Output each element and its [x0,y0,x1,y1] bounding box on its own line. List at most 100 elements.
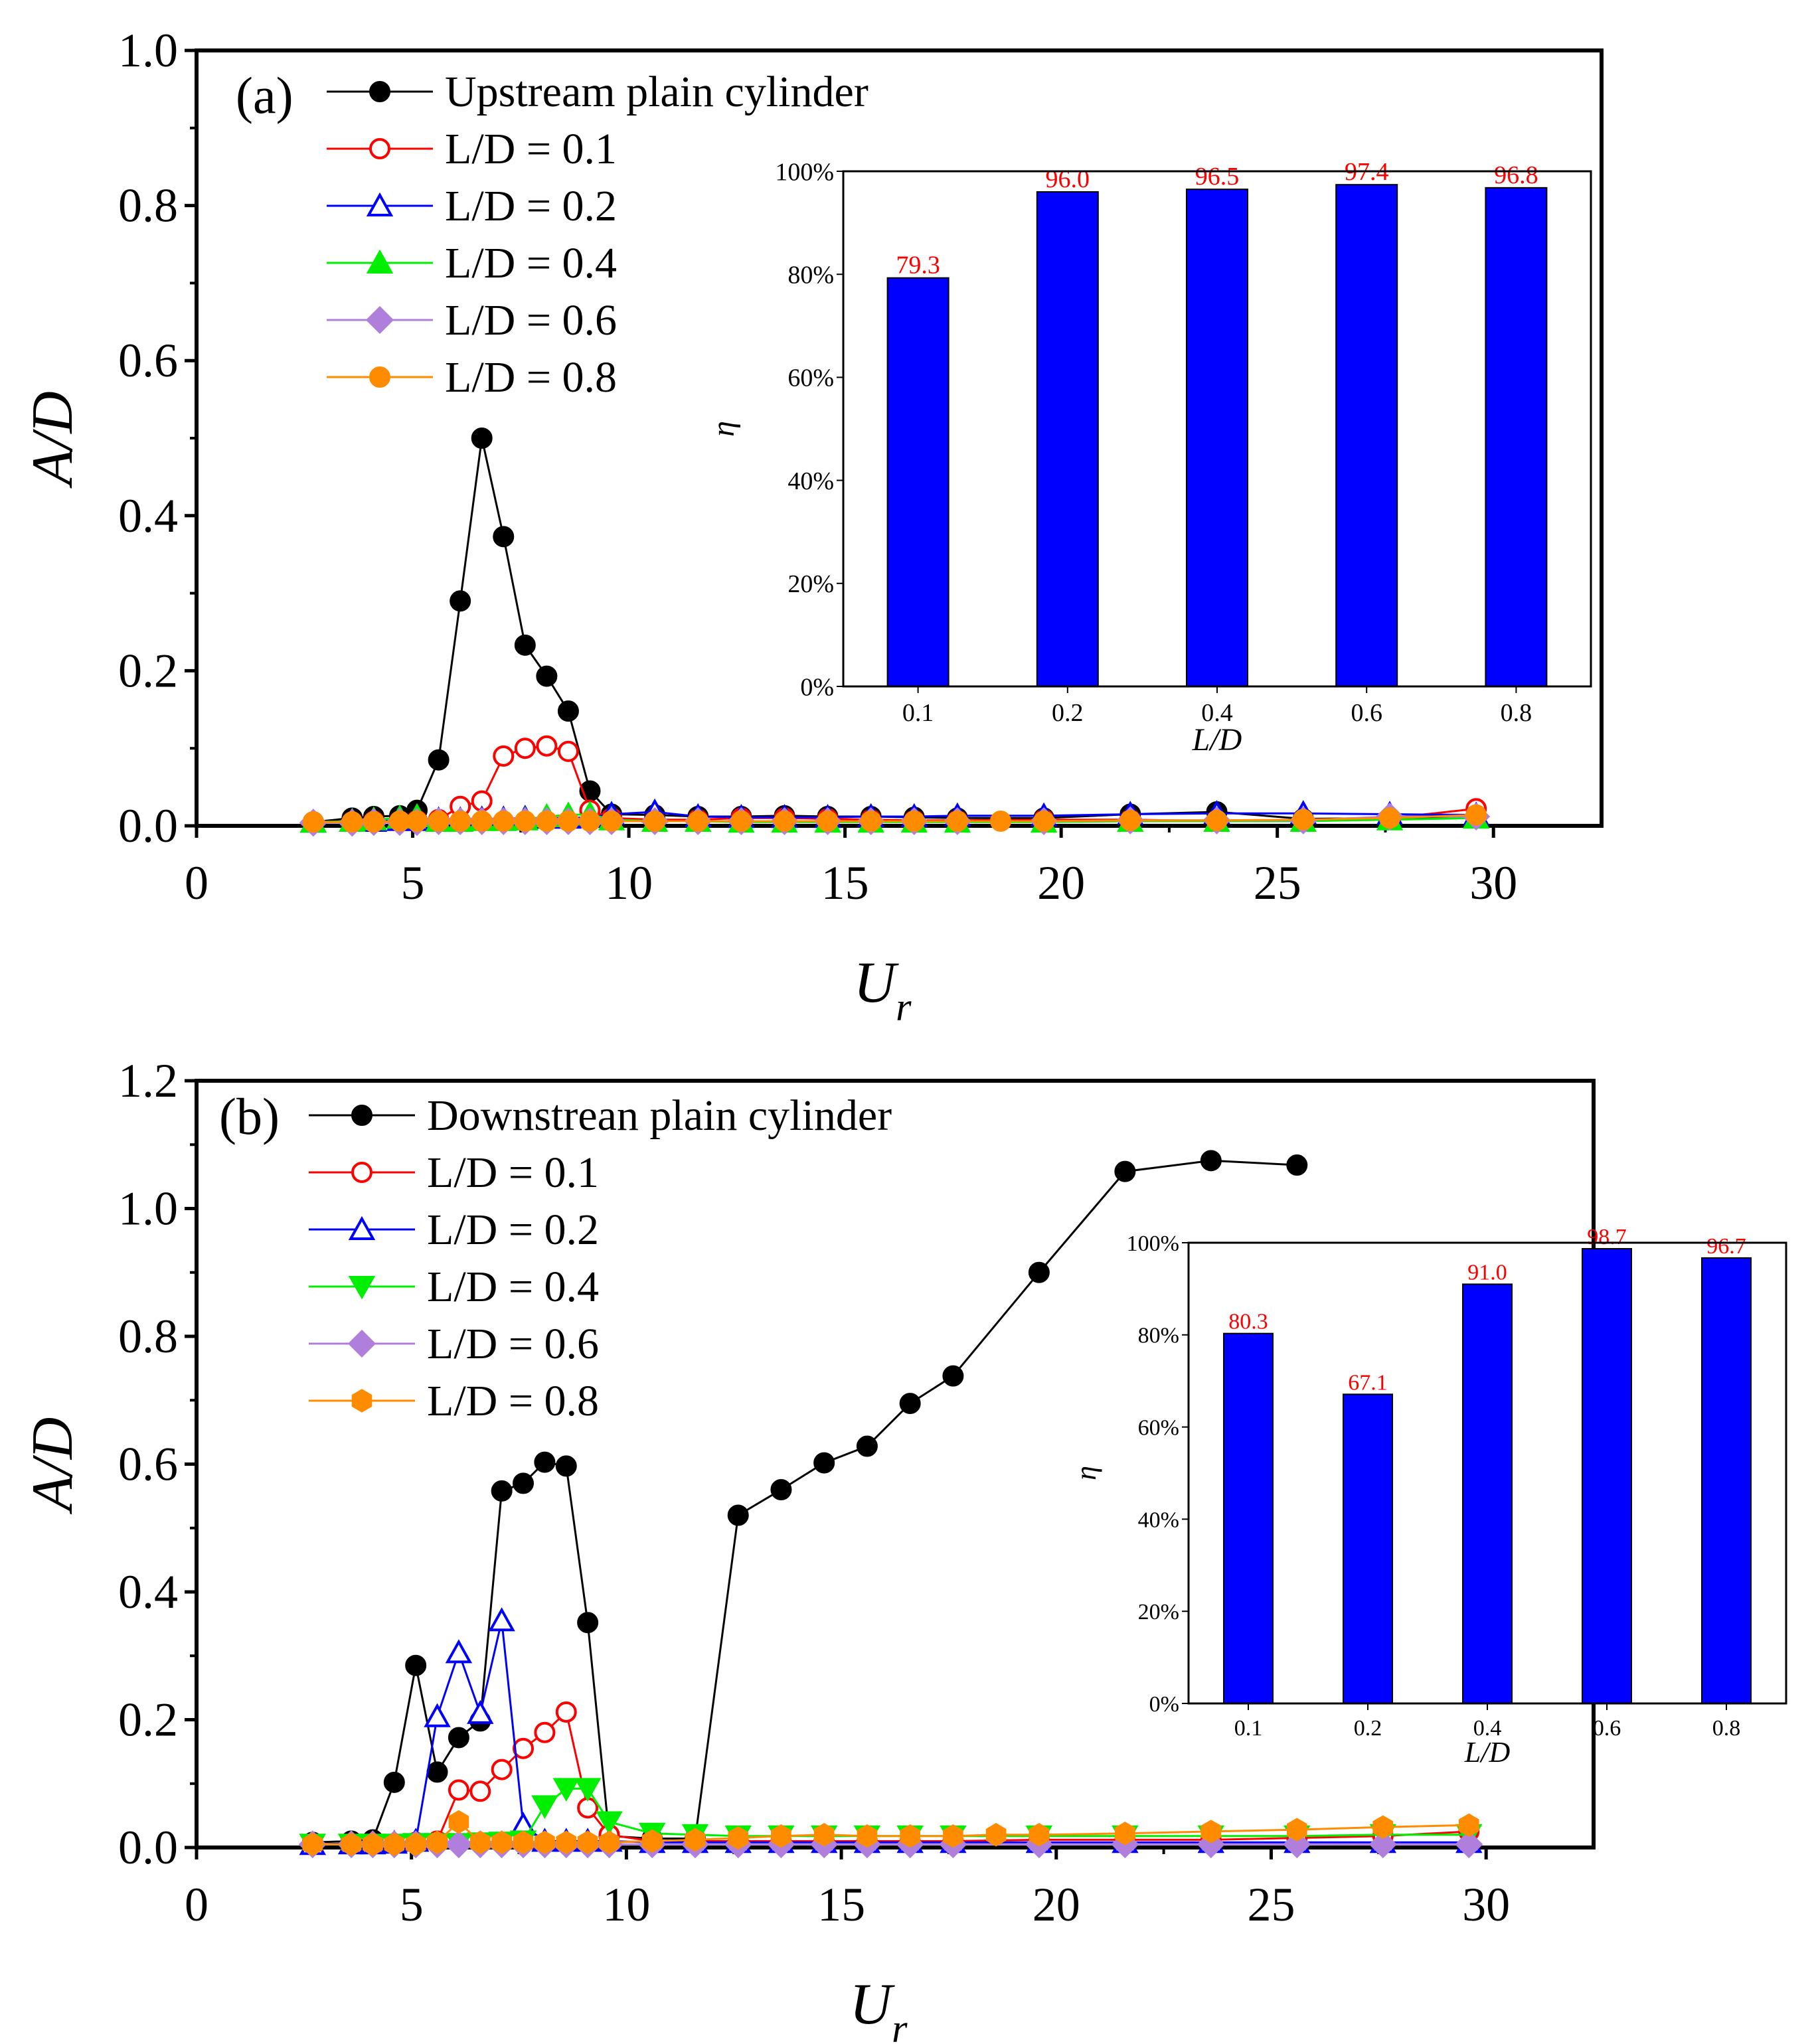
legend-entry-ld08: L/D = 0.8 [445,353,617,402]
data-point-ld08 [990,810,1012,832]
data-point-ld06 [1368,1830,1397,1859]
data-point-plain [1114,1160,1136,1182]
data-point-ld01 [557,740,579,762]
data-point-ld01 [448,1779,469,1801]
panel-a: 0 5 10 15 20 25 30 0.0 0.2 0.4 0.6 0.8 1.0 Ur A/D (a) Up… [21,24,1604,1029]
data-point-ld08 [728,1826,748,1850]
legend-entry-ld06: L/D = 0.6 [445,296,617,345]
inset-bar-value-label: 91.0 [1467,1260,1507,1285]
data-point-plain [942,1365,964,1387]
legend-entry-ld04: L/D = 0.4 [427,1263,599,1311]
data-point-ld08 [1119,809,1141,831]
data-point-plain [428,749,450,771]
data-point-ld08 [1033,810,1055,832]
inset-bar-value-label: 79.3 [896,252,940,279]
legend-entry-plain: Upstream plain cylinder [445,68,868,116]
data-point-ld08 [428,810,450,832]
data-point-ld08 [1287,1818,1307,1842]
data-point-ld06 [1455,1830,1483,1859]
data-point-ld08 [813,1822,835,1847]
x-tick-label: 15 [817,1878,865,1931]
inset-bar-value-label: 67.1 [1348,1370,1388,1395]
data-point-ld08 [946,810,968,832]
data-point-ld08 [556,1830,577,1855]
x-axis-label: Ur [854,951,912,1029]
data-point-ld08 [599,1830,620,1855]
legend-entry-ld06: L/D = 0.6 [427,1320,599,1368]
legend-marker-ld08 [351,1389,372,1413]
inset-x-tick-label: 0.2 [1354,1716,1382,1741]
legend-entry-ld04: L/D = 0.4 [445,239,617,287]
inset-bar-chart: 79.30.196.00.296.50.497.40.696.80.80%20%… [706,158,1592,757]
inset-y-tick-label: 60% [1138,1416,1179,1441]
inset-bar-0.6 [1582,1248,1632,1704]
data-point-ld08 [557,810,579,832]
data-point-ld08 [513,1830,534,1855]
x-tick-label: 5 [400,1878,424,1931]
inset-bar-value-label: 96.5 [1195,163,1240,191]
inset-bar-value-label: 96.8 [1494,161,1538,189]
data-point-plain [1286,1154,1308,1176]
data-point-ld08 [1292,809,1314,830]
data-point-ld08 [1206,809,1228,831]
inset-x-axis-label: L/D [1464,1736,1511,1769]
data-point-plain [493,526,515,548]
data-point-plain [514,634,536,656]
data-point-ld08 [384,1832,405,1856]
x-axis-label: Ur [850,1972,908,2044]
data-point-ld08 [341,1832,362,1856]
data-point-plain [405,1654,427,1676]
y-tick-label: 0.6 [118,1438,178,1491]
data-point-plain [383,1771,405,1793]
x-tick-label: 0 [185,1878,208,1931]
y-axis-label: A/D [21,391,85,489]
data-point-ld08 [1115,1822,1135,1846]
data-point-ld08 [943,1824,963,1848]
inset-bar-0.8 [1485,187,1548,688]
inset-y-tick-label: 20% [787,570,834,598]
legend-marker-ld01 [351,1162,372,1183]
y-tick-label: 0.0 [118,1821,178,1874]
data-point-ld08 [771,1824,791,1848]
inset-x-tick-label: 0.1 [902,699,934,727]
x-tick-label: 30 [1462,1878,1510,1931]
data-point-plain [491,1480,513,1502]
legend-marker-ld01 [369,138,390,159]
data-point-plain [899,1393,921,1415]
inset-y-tick-label: 0% [800,673,834,701]
data-point-ld04 [552,1778,580,1802]
series-ld08 [302,1810,1479,1856]
legend-marker-ld06 [347,1329,376,1358]
legend-entry-ld02: L/D = 0.2 [427,1206,599,1254]
data-point-ld01 [536,735,558,757]
inset-y-tick-label: 100% [775,158,834,186]
data-point-ld08 [985,1822,1007,1847]
inset-bar-chart: 80.3 0.1 67.1 0.2 91.0 0.4 98.7 0.6 96.7 0.8 0% 20%… [1070,1225,1787,1769]
x-tick-label: 20 [1037,856,1085,909]
data-point-plain [813,1452,835,1474]
inset-x-tick-label: 0.6 [1351,699,1382,727]
data-point-ld08 [860,810,882,832]
data-point-ld04 [531,1795,558,1819]
data-point-ld08 [491,1830,512,1855]
data-point-ld08 [774,810,795,832]
inset-frame [842,170,1592,688]
legend-entry-ld01: L/D = 0.1 [445,125,617,173]
legend: Upstream plain cylinder L/D = 0.1 L/D = 0.… [327,68,868,402]
data-point-ld01 [469,1780,491,1802]
legend-marker-ld06 [365,305,394,335]
data-point-ld01 [555,1701,577,1723]
data-point-ld02 [424,1703,451,1727]
data-point-ld08 [471,810,493,832]
data-point-ld02 [445,1639,473,1664]
inset-y-tick-label: 40% [787,467,834,495]
y-tick-label: 1.0 [118,1182,178,1235]
y-tick-label: 0.8 [118,1310,178,1363]
panel-label: (a) [236,66,293,124]
data-point-ld08 [514,810,536,832]
inset-y-tick-label: 60% [787,364,834,392]
legend-marker-ld02 [348,1216,376,1240]
data-point-plain [448,1727,469,1749]
data-point-ld08 [427,1830,448,1855]
